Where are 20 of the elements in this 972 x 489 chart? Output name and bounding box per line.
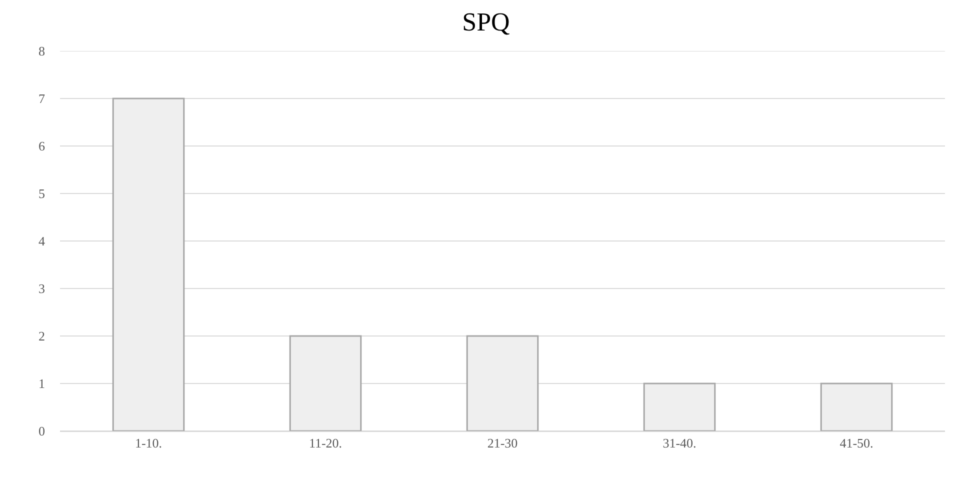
y-tick-label: 7 [38, 91, 46, 106]
x-tick-label: 1-10. [134, 436, 162, 451]
y-tick-label: 2 [38, 328, 45, 344]
x-tick-label: 41-50. [840, 436, 874, 451]
y-tick-label: 5 [38, 186, 45, 202]
y-tick-label: 1 [38, 376, 45, 392]
bar [643, 382, 716, 431]
x-tick-label: 31-40. [662, 436, 696, 451]
bar [112, 98, 185, 431]
y-tick-label: 8 [38, 44, 45, 59]
bar [289, 335, 362, 431]
x-tick-label: 11-20. [308, 436, 342, 451]
x-tick-label: 21-30 [487, 436, 518, 451]
y-tick-label: 6 [38, 138, 46, 154]
y-tick-label: 0 [38, 424, 45, 439]
bar [820, 382, 893, 431]
chart-title: SPQ [462, 7, 510, 36]
y-tick-label: 4 [38, 234, 46, 249]
y-tick-label: 3 [38, 281, 45, 296]
bar [466, 335, 539, 431]
